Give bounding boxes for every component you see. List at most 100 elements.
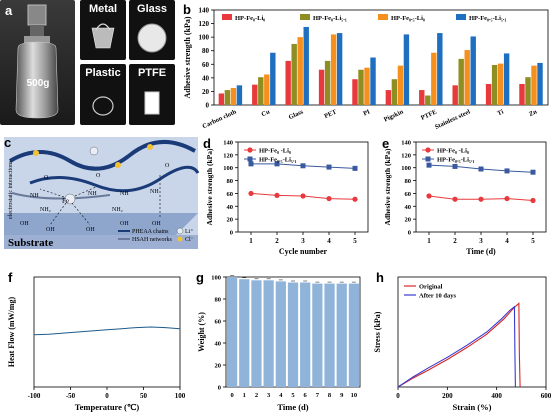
plastic-shape	[80, 64, 126, 125]
bar	[431, 53, 436, 105]
bar	[298, 37, 303, 105]
bar	[486, 84, 491, 105]
y-tick-label: 100	[401, 165, 411, 172]
x-tick-label: 4	[505, 237, 509, 245]
data-point	[352, 197, 357, 202]
y-tick-label: 140	[223, 140, 233, 147]
bar	[300, 283, 310, 388]
heatflow-curve	[34, 327, 180, 335]
category-label: 3	[267, 392, 271, 399]
data-point	[248, 191, 253, 196]
legend-swatch	[300, 14, 310, 20]
bar	[291, 44, 296, 105]
bar	[404, 34, 409, 105]
y-tick-label: 60	[215, 319, 222, 326]
y-tick-label: 140	[199, 7, 210, 15]
group-3: NH	[30, 193, 39, 199]
legend-li: Li⁺	[185, 228, 194, 235]
category-label: Ti	[496, 108, 505, 117]
bar	[319, 70, 324, 105]
bar	[465, 50, 470, 105]
bar	[386, 90, 391, 105]
x-tick-label: 3	[479, 237, 483, 245]
panel-a: a 500g Metal Glass Plastic PTFE	[0, 0, 175, 125]
x-tick-label: 2	[275, 237, 279, 245]
bar	[276, 281, 286, 387]
bar	[504, 53, 509, 105]
bar	[285, 61, 290, 105]
legend-label: HP-Fe₀.₅-Li₅.₁	[469, 15, 506, 22]
data-point	[249, 161, 254, 166]
y-axis-label: Adhesive strength (kPa)	[205, 148, 214, 225]
chart-e-time: 0 20 40 60 80 100 120 140 1 2 3 4 5 Adhesive strength…	[378, 134, 554, 258]
legend-label: HP-Fe₀-Li₅.₁	[313, 15, 347, 22]
bar	[452, 85, 457, 105]
ptfe-shape	[129, 64, 175, 125]
category-label: Zn	[528, 108, 539, 118]
legend-cl: Cl⁻	[185, 237, 194, 243]
group-oh-1: OH	[20, 221, 29, 227]
y-tick-label: 0	[408, 230, 411, 237]
bar	[231, 88, 236, 105]
y-tick-label: 120	[223, 152, 233, 159]
x-tick-label: 0	[105, 392, 109, 400]
chart-f-heatflow: -100 -50 0 50 100Heat Flow (mW/mg)Temperatur…	[0, 265, 190, 417]
y-tick-label: 0	[206, 102, 210, 110]
group-nh2: NH₂	[112, 207, 123, 213]
y-tick-label: 140	[401, 140, 411, 147]
chart-b-adhesion-bars: 020406080100120140Adhesive strength (kPa…	[170, 0, 554, 135]
legend-label: HP-Fe₀ -Li₀	[437, 148, 469, 155]
glass-disc-shape	[129, 0, 175, 60]
substrate-top	[4, 213, 198, 235]
category-label: Carbon cloth	[201, 108, 238, 130]
bar	[331, 34, 336, 105]
data-point	[301, 163, 306, 168]
bar	[398, 66, 403, 105]
legend-label: HP-Fe₀ -Li₀	[259, 148, 291, 155]
x-tick-label: 1	[427, 237, 431, 245]
photo-metal: Metal	[80, 0, 126, 60]
bar	[325, 61, 330, 105]
y-tick-label: 60	[405, 191, 412, 198]
legend-pheaa: PHEAA chains	[132, 229, 169, 235]
y-tick-label: 80	[405, 178, 412, 185]
y-tick-label: 120	[401, 152, 411, 159]
y-tick-label: 80	[215, 297, 222, 304]
group-oh-5: OH	[152, 221, 161, 227]
group-7: O	[165, 163, 170, 169]
legend-swatch-li	[177, 228, 183, 234]
x-tick-label: 5	[531, 237, 535, 245]
data-point	[505, 168, 510, 173]
bar	[312, 284, 322, 387]
bar	[258, 77, 263, 105]
x-tick-label: 0	[396, 392, 400, 400]
legend-label: HP-Fe₀-Li₀	[235, 15, 265, 22]
bar	[288, 283, 298, 388]
plot-frame	[238, 142, 368, 232]
x-tick-label: 5	[353, 237, 357, 245]
legend-swatch	[378, 14, 388, 20]
category-label: Pigskin	[383, 108, 405, 123]
panel-label-a: a	[5, 3, 12, 18]
bar	[370, 58, 375, 106]
bar	[364, 68, 369, 105]
chart-d-cycles: 0 20 40 60 80 100 120 140 1 2 3 4 5 Adhesive strength…	[200, 134, 375, 258]
group-oh-3: OH	[86, 227, 95, 233]
photo-plastic: Plastic	[80, 64, 126, 125]
category-label: 6	[304, 392, 308, 399]
y-tick-label: 0	[218, 385, 221, 392]
data-point	[531, 170, 536, 175]
group-oh-2: OH	[46, 227, 55, 233]
bar	[337, 33, 342, 105]
substrate-label: Substrate	[8, 237, 53, 249]
category-label: 2	[255, 392, 258, 399]
data-point	[452, 197, 457, 202]
y-tick-label: 100	[223, 165, 233, 172]
y-tick-label: 20	[202, 88, 210, 96]
group-5: NH	[120, 191, 129, 197]
y-axis-label: Adhesive strength (kPa)	[383, 148, 392, 225]
legend-hsah: HSAH networks	[132, 237, 172, 243]
bar	[225, 90, 230, 105]
legend-label: After 10 days	[419, 293, 457, 300]
category-label: PI	[362, 108, 371, 117]
